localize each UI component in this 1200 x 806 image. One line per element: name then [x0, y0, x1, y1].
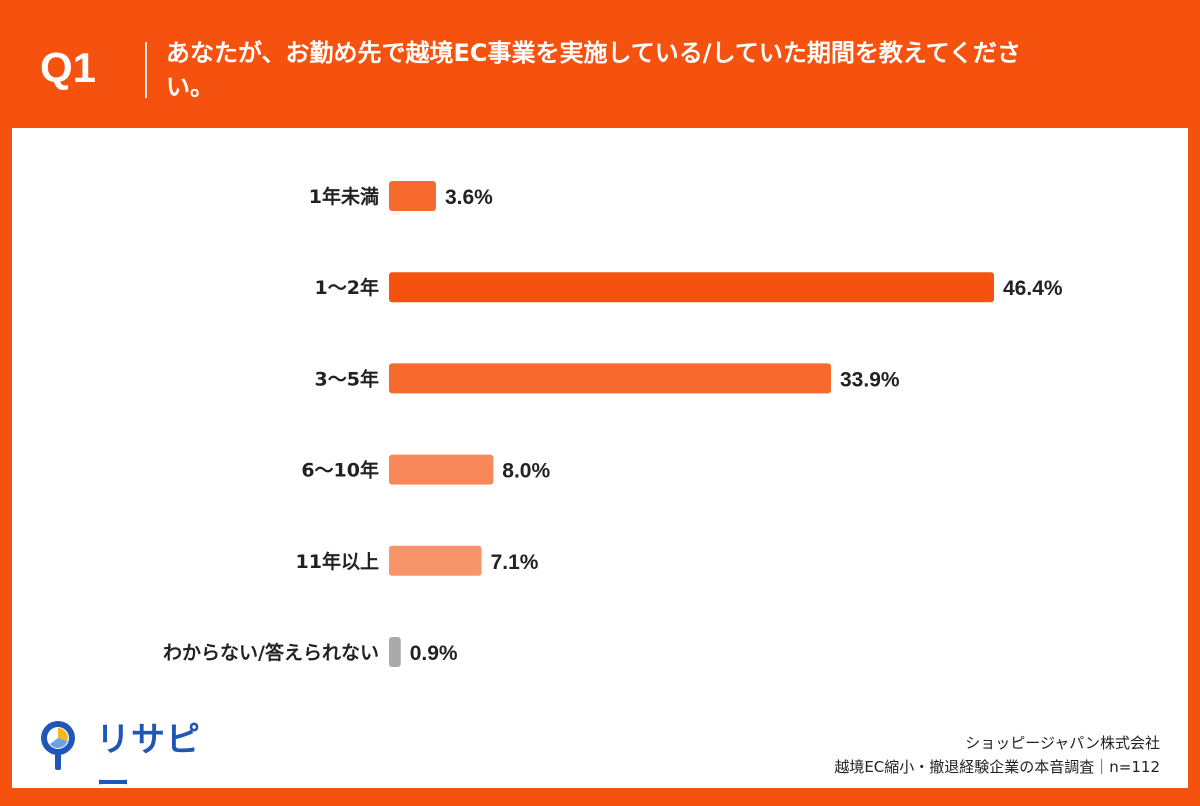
bar	[389, 637, 401, 667]
category-label: 3〜5年	[315, 367, 379, 390]
bar	[389, 545, 482, 576]
header-divider	[145, 42, 147, 98]
logo-text: リサピー	[96, 720, 201, 804]
value-label: 46.4%	[1003, 277, 1063, 300]
category-label: わからない/答えられない	[163, 641, 379, 664]
question-number: Q1	[40, 44, 97, 91]
bar	[389, 454, 494, 485]
value-label: 3.6%	[445, 186, 493, 209]
footer-survey: 越境EC縮小・撤退経験企業の本音調査｜n=112	[834, 758, 1160, 776]
question-title: あなたが、お勤め先で越境EC事業を実施している/していた期間を教えてください。	[166, 39, 1021, 101]
question-header: Q1 あなたが、お勤め先で越境EC事業を実施している/していた期間を教えてくださ…	[0, 0, 1200, 128]
value-label: 33.9%	[840, 368, 900, 391]
logo-pin-icon	[41, 721, 75, 770]
category-label: 1〜2年	[315, 276, 379, 299]
footer: ショッピージャパン株式会社 越境EC縮小・撤退経験企業の本音調査｜n=112	[834, 731, 1160, 779]
category-label: 1年未満	[309, 185, 379, 208]
value-label: 7.1%	[491, 551, 539, 574]
footer-company: ショッピージャパン株式会社	[965, 734, 1160, 752]
risapi-logo: リサピー	[38, 716, 218, 804]
value-label: 0.9%	[410, 642, 458, 665]
category-label: 6〜10年	[301, 459, 379, 482]
chart-panel	[12, 128, 1188, 788]
bar	[389, 363, 832, 394]
bar	[389, 272, 994, 303]
value-label: 8.0%	[502, 460, 550, 483]
category-label: 11年以上	[296, 550, 379, 573]
bar	[389, 181, 436, 211]
